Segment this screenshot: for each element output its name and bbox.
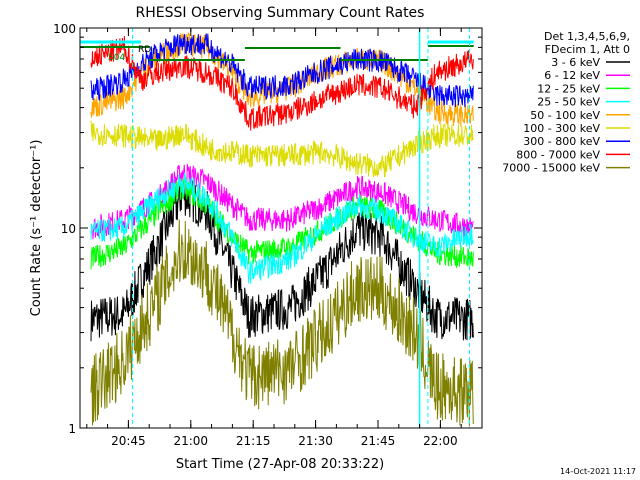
annotation-rd: RD (138, 45, 151, 55)
series-line-3-6-kev (90, 180, 474, 342)
series-line-100-300-kev (90, 120, 474, 178)
y-tick-label: 10 (61, 222, 76, 236)
series-line-800-7000-kev (90, 35, 474, 131)
chart-title: RHESSI Observing Summary Count Rates (136, 5, 425, 21)
legend-label: 300 - 800 keV (523, 135, 600, 148)
chart-flags (80, 28, 474, 428)
x-tick-label: 21:00 (173, 434, 208, 448)
y-tick-label: 1 (68, 422, 76, 436)
annotation-s04: S04 (108, 53, 125, 63)
y-axis: 1 10 100 (53, 22, 482, 436)
legend: Det 1,3,4,5,6,9,FDecim 1, Att 03 - 6 keV… (502, 30, 630, 175)
legend-header: Det 1,3,4,5,6,9, (544, 30, 630, 43)
x-axis: 20:45 21:00 21:15 21:30 21:45 22:00 (86, 28, 483, 448)
series-line-25-50-kev (90, 172, 474, 284)
series-line-7000-15000-kev (90, 219, 474, 427)
y-axis-label: Count Rate (s⁻¹ detector⁻¹) (29, 140, 44, 317)
footer-date: 14-Oct-2021 11:17 (560, 467, 636, 476)
series-line-300-800-kev (90, 33, 474, 108)
x-tick-label: 21:30 (298, 434, 333, 448)
legend-label: 800 - 7000 keV (516, 148, 600, 161)
x-tick-label: 22:00 (423, 434, 458, 448)
chart-traces (90, 32, 474, 427)
legend-label: 7000 - 15000 keV (502, 162, 600, 175)
x-tick-label: 21:15 (236, 434, 271, 448)
legend-header: FDecim 1, Att 0 (545, 43, 630, 56)
x-tick-label: 20:45 (111, 434, 146, 448)
legend-label: 12 - 25 keV (537, 82, 600, 95)
y-tick-label: 100 (53, 22, 76, 36)
legend-label: 3 - 6 keV (551, 56, 600, 69)
legend-label: 6 - 12 keV (544, 69, 600, 82)
x-tick-label: 21:45 (361, 434, 396, 448)
legend-label: 50 - 100 keV (530, 109, 600, 122)
legend-label: 25 - 50 keV (537, 96, 600, 109)
x-axis-label: Start Time (27-Apr-08 20:33:22) (176, 457, 384, 472)
legend-label: 100 - 300 keV (523, 122, 600, 135)
series-line-12-25-kev (90, 176, 474, 270)
